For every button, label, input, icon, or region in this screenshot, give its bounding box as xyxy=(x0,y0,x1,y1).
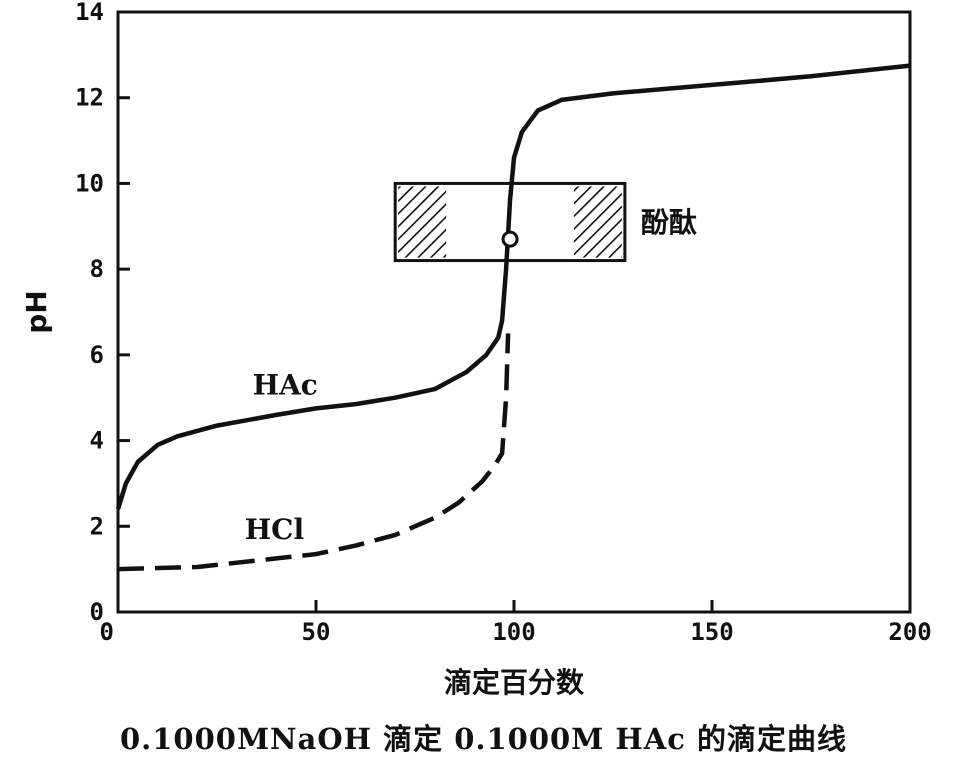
indicator-hatch-left xyxy=(398,186,447,258)
y-tick-label: 2 xyxy=(90,512,104,540)
x-tick-label: 200 xyxy=(888,618,931,646)
y-tick-label: 10 xyxy=(75,169,104,197)
series-line-hac xyxy=(115,63,911,510)
x-tick-label: 0 xyxy=(100,618,114,646)
y-tick-label: 6 xyxy=(90,341,104,369)
indicator-hatch-right xyxy=(573,186,622,258)
y-tick-label: 4 xyxy=(90,427,104,455)
x-tick-label: 150 xyxy=(690,618,733,646)
x-tick-label: 50 xyxy=(302,618,331,646)
y-tick-label: 8 xyxy=(90,255,104,283)
plot-area-frame xyxy=(116,10,912,614)
figure-caption: 0.1000MNaOH 滴定 0.1000M HAc 的滴定曲线 xyxy=(119,722,848,756)
equivalence-point-marker xyxy=(501,230,519,248)
y-tick-label: 0 xyxy=(90,598,104,626)
series-label-hcl: HCl xyxy=(245,513,304,546)
series-line-hcl xyxy=(117,333,511,572)
y-tick-label: 14 xyxy=(75,0,104,26)
y-tick-label: 12 xyxy=(75,84,104,112)
indicator-label: 酚酞 xyxy=(641,206,697,239)
x-tick-label: 100 xyxy=(492,618,535,646)
y-axis-title: pH xyxy=(20,290,53,333)
series-label-hac: HAc xyxy=(253,368,318,401)
x-axis-title: 滴定百分数 xyxy=(444,666,585,699)
